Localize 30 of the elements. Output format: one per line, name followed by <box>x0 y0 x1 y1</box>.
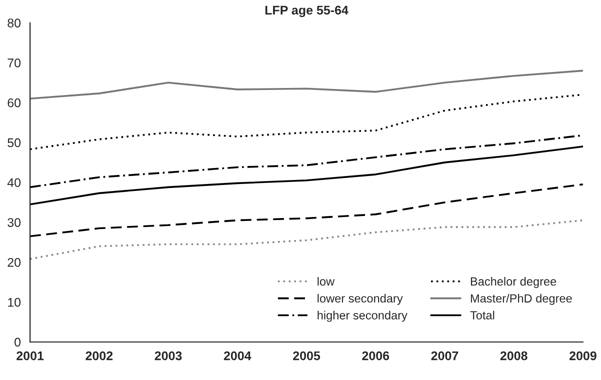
line-series <box>30 70 583 100</box>
x-tick-label: 2009 <box>570 351 596 360</box>
y-tick-label: 10 <box>8 298 21 307</box>
x-tick-label: 2008 <box>500 351 528 360</box>
x-tick-label: 2002 <box>86 351 113 360</box>
legend-label: Total <box>470 310 494 320</box>
legend-label: low <box>318 276 335 286</box>
y-tick-label: 70 <box>8 58 21 68</box>
y-tick-label: 0 <box>14 338 21 347</box>
x-tick-label: 2007 <box>431 351 458 360</box>
y-tick-label: 80 <box>8 18 21 28</box>
x-tick-label: 2003 <box>154 351 182 360</box>
legend-label: higher secondary <box>318 310 408 322</box>
x-tick-label: 2004 <box>224 351 252 360</box>
y-tick-label: 20 <box>8 258 21 267</box>
line-series <box>30 219 583 260</box>
chart-title: LFP age 55-64 <box>265 6 348 18</box>
y-tick-label: 40 <box>7 178 21 188</box>
legend-label: Master/PhD degree <box>470 294 572 305</box>
x-tick-label: 2005 <box>293 351 320 360</box>
line-series <box>30 146 583 206</box>
x-tick-label: 2001 <box>16 351 44 360</box>
x-tick-label: 2006 <box>362 351 390 360</box>
line-series <box>30 134 583 188</box>
legend-label: Bachelor degree <box>470 276 556 288</box>
y-tick-label: 60 <box>8 98 21 108</box>
legend-label: lower secondary <box>318 294 403 305</box>
y-tick-label: 30 <box>8 218 21 227</box>
y-tick-label: 50 <box>8 138 21 148</box>
line-series <box>30 183 583 238</box>
